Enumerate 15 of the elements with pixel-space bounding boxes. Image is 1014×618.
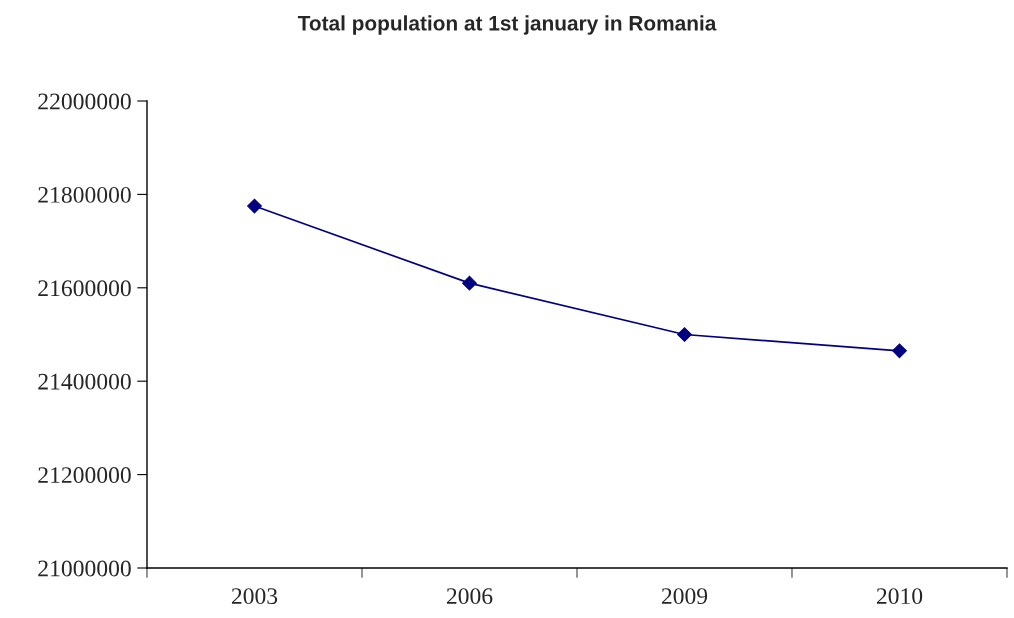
x-tick-label: 2006 xyxy=(446,588,493,605)
y-tick-label: 21000000 xyxy=(38,560,131,577)
x-tick-label: 2009 xyxy=(661,588,708,605)
point xyxy=(892,343,907,359)
y-tick-label: 21600000 xyxy=(38,280,131,297)
point xyxy=(462,275,477,291)
y-tick-label: 22000000 xyxy=(38,93,131,110)
y-tick-label: 21200000 xyxy=(38,467,131,484)
chart-title: Total population at 1st january in Romania xyxy=(297,15,717,35)
x-tick-label: 2003 xyxy=(231,588,278,605)
y-tick-label: 21800000 xyxy=(38,186,131,203)
x-tick-label: 2010 xyxy=(876,588,923,605)
point xyxy=(677,327,692,342)
y-tick-label: 21400000 xyxy=(38,373,131,390)
point xyxy=(247,198,262,214)
